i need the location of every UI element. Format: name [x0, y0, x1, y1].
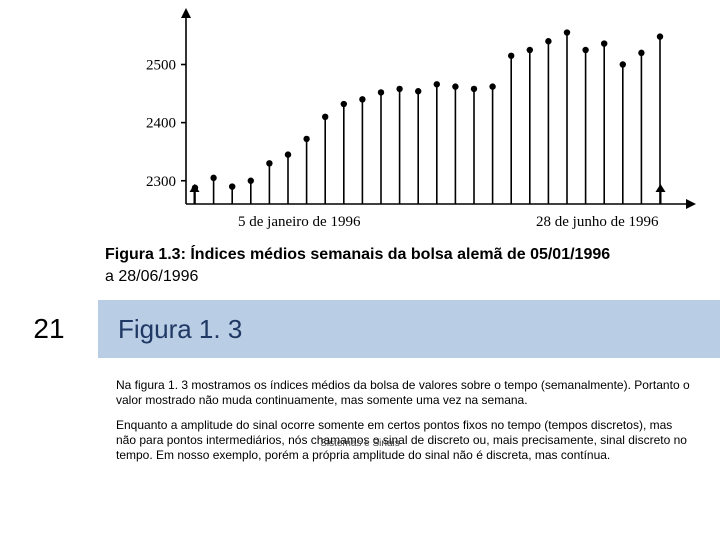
svg-text:2400: 2400	[146, 116, 176, 132]
left-column	[0, 0, 98, 540]
caption-line2: a 28/06/1996	[105, 266, 705, 288]
body-text: Na figura 1. 3 mostramos os índices médi…	[98, 362, 712, 538]
caption-bold-text: Índices médios semanais da bolsa alemã d…	[190, 246, 610, 263]
svg-text:2300: 2300	[146, 174, 176, 190]
footer-label: Sistemas e Sinais	[320, 438, 399, 449]
svg-text:2500: 2500	[146, 58, 176, 74]
caption-lead: Figura 1.3:	[105, 246, 186, 263]
title-bar: 21 Figura 1. 3	[0, 300, 720, 358]
paragraph: Na figura 1. 3 mostramos os índices médi…	[116, 378, 694, 408]
svg-text:28 de junho de 1996: 28 de junho de 1996	[536, 214, 659, 230]
slide: 2300 2400 2500 5 de janeiro de 1996 28 de ju…	[0, 0, 720, 540]
slide-title: Figura 1. 3	[98, 300, 720, 358]
figure-caption: Figura 1.3: Índices médios semanais da b…	[105, 244, 705, 289]
slide-number: 21	[0, 300, 98, 358]
paragraph: Enquanto a amplitude do sinal ocorre som…	[116, 418, 694, 463]
svg-text:5 de janeiro de 1996: 5 de janeiro de 1996	[238, 214, 361, 230]
